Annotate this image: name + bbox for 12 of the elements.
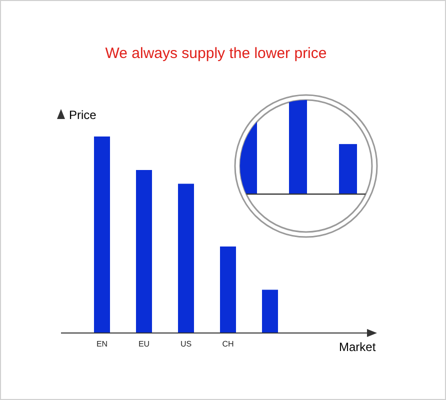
chart-title: We always supply the lower price [104, 45, 328, 62]
x-axis-title: Market [339, 340, 376, 354]
x-tick-label: EN [96, 340, 108, 349]
bar [136, 170, 152, 333]
bar [94, 136, 110, 333]
bar [220, 246, 236, 333]
bar [178, 184, 194, 333]
y-axis-title: Price [69, 108, 96, 122]
x-tick-label: US [180, 340, 192, 349]
bar [262, 290, 278, 333]
x-tick-label: CH [222, 340, 234, 349]
x-tick-label: EU [138, 340, 150, 349]
